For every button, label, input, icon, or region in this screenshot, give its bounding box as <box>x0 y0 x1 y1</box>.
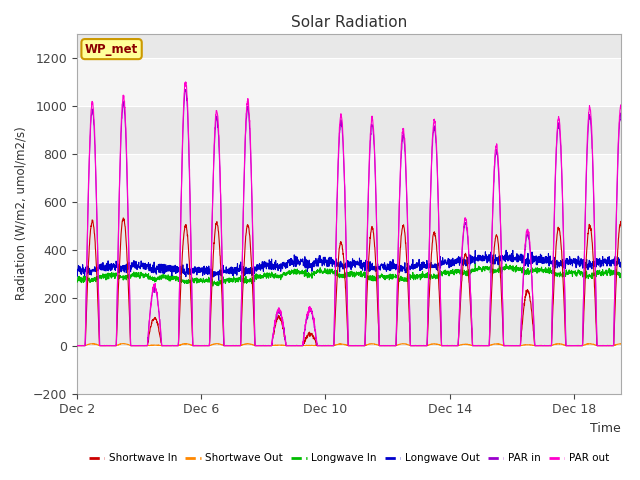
X-axis label: Time: Time <box>590 422 621 435</box>
Y-axis label: Radiation (W/m2, umol/m2/s): Radiation (W/m2, umol/m2/s) <box>14 127 27 300</box>
Legend: Shortwave In, Shortwave Out, Longwave In, Longwave Out, PAR in, PAR out: Shortwave In, Shortwave Out, Longwave In… <box>84 449 613 468</box>
Title: Solar Radiation: Solar Radiation <box>291 15 407 30</box>
Bar <box>77 154 621 202</box>
Text: WP_met: WP_met <box>85 43 138 56</box>
Bar <box>77 58 621 106</box>
Bar <box>77 250 621 298</box>
Bar <box>77 346 621 394</box>
